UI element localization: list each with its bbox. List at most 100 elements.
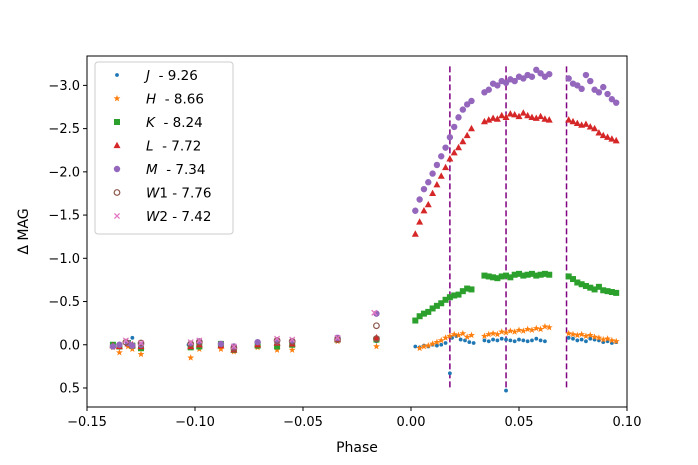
y-tick-label: −1.0: [48, 252, 80, 267]
data-point: [573, 331, 581, 339]
data-point: [416, 218, 424, 225]
data-point: [433, 161, 441, 169]
legend-label: H - 8.66: [146, 92, 204, 108]
data-point: [187, 340, 194, 348]
data-point: [468, 331, 475, 339]
legend-label: J - 9.26: [143, 68, 198, 84]
data-point: [485, 86, 492, 93]
data-point: [532, 114, 540, 121]
data-point: [485, 116, 493, 123]
data-point: [566, 335, 571, 340]
data-point: [612, 136, 620, 144]
x-tick-label: 0.10: [613, 415, 642, 430]
data-point: [498, 273, 505, 280]
data-point: [545, 323, 553, 331]
data-point: [599, 335, 607, 343]
data-point: [498, 111, 506, 119]
data-point: [459, 329, 467, 337]
data-point: [515, 112, 523, 120]
data-point: [506, 110, 514, 117]
data-point: [595, 129, 603, 136]
data-point: [587, 284, 594, 291]
data-point: [506, 327, 514, 334]
data-point: [600, 83, 607, 91]
data-point: [373, 335, 380, 343]
y-tick-label: −0.5: [48, 295, 80, 310]
legend-marker: [115, 73, 119, 77]
data-point: [511, 271, 518, 278]
y-axis-ticks: −3.0 −2.5 −2.0 −1.5 −1.0 −0.5 0.0 0.5: [48, 79, 87, 396]
data-point: [537, 70, 544, 77]
data-point: [573, 119, 581, 127]
data-point: [420, 342, 428, 350]
data-point: [541, 115, 549, 122]
x-tick-label: −0.15: [67, 415, 107, 430]
data-point: [459, 106, 467, 113]
data-point: [574, 279, 581, 286]
data-point: [565, 75, 572, 82]
data-point: [471, 341, 476, 345]
data-points: [109, 66, 620, 393]
data-point: [413, 344, 418, 349]
data-point: [446, 294, 453, 301]
data-point: [519, 109, 527, 116]
data-point: [511, 110, 519, 118]
data-point: [425, 308, 432, 315]
data-point: [416, 196, 423, 203]
x-tick-label: 0.05: [505, 415, 534, 430]
data-point: [451, 292, 458, 299]
data-point: [543, 339, 547, 344]
data-point: [187, 339, 194, 346]
data-point: [520, 75, 527, 82]
legend: J - 9.26 H - 8.66 K - 8.24 L - 7.72 M - 7.34…: [94, 61, 234, 235]
data-point: [372, 334, 380, 341]
x-tick-label: −0.10: [175, 415, 215, 430]
data-point: [499, 336, 504, 341]
data-point: [334, 334, 341, 341]
data-point: [493, 115, 501, 122]
data-point: [591, 333, 599, 340]
legend-marker: [113, 94, 121, 102]
data-point: [433, 302, 440, 309]
data-point: [546, 70, 553, 78]
data-point: [528, 326, 536, 333]
data-point: [508, 338, 513, 343]
plot-frame: [86, 55, 628, 408]
data-point: [498, 328, 506, 335]
data-point: [442, 296, 449, 303]
data-point: [416, 313, 423, 320]
data-point: [608, 289, 615, 296]
data-point: [450, 149, 458, 156]
data-point: [129, 342, 136, 349]
data-point: [429, 189, 437, 197]
data-point: [438, 300, 445, 307]
data-point: [439, 342, 444, 347]
data-point: [516, 270, 522, 277]
data-point: [481, 272, 488, 279]
data-point: [538, 338, 543, 343]
data-point: [490, 274, 497, 281]
data-point: [565, 273, 572, 280]
data-point: [582, 71, 590, 79]
data-point: [537, 112, 545, 120]
data-point: [137, 350, 145, 358]
data-point: [137, 339, 145, 347]
data-point: [588, 336, 593, 341]
data-point: [371, 309, 378, 316]
data-point: [411, 230, 419, 237]
data-point: [467, 124, 475, 132]
data-point: [493, 330, 501, 338]
data-point: [464, 285, 471, 292]
data-point: [122, 337, 129, 344]
data-point: [420, 206, 428, 214]
data-point: [187, 340, 195, 348]
data-point: [254, 338, 261, 346]
data-point: [442, 163, 450, 171]
data-point: [115, 348, 123, 356]
data-point: [412, 317, 419, 324]
data-point: [468, 97, 475, 105]
data-point: [578, 281, 585, 288]
data-point: [595, 283, 602, 290]
data-point: [537, 325, 545, 333]
data-point: [455, 114, 462, 121]
